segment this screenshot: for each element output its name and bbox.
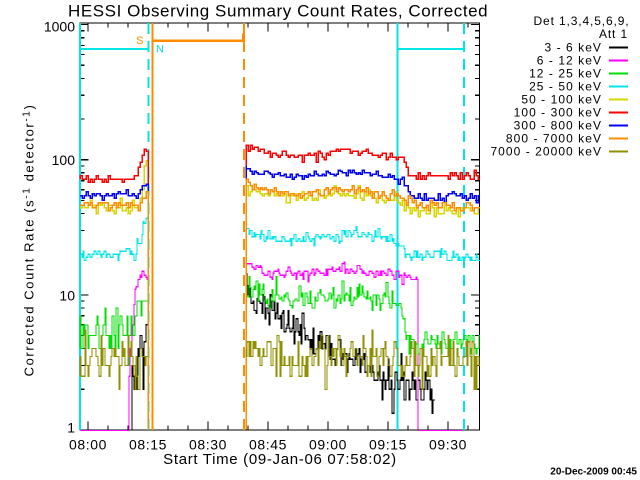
svg-text:20-Dec-2009 00:45: 20-Dec-2009 00:45 (550, 467, 637, 478)
svg-text:12 - 25 keV: 12 - 25 keV (529, 67, 602, 81)
svg-text:09:15: 09:15 (369, 437, 407, 453)
svg-text:08:00: 08:00 (69, 437, 107, 453)
svg-text:08:15: 08:15 (129, 437, 167, 453)
svg-text:Corrected Count Rate (s-1 dete: Corrected Count Rate (s-1 detector-1) (22, 104, 37, 377)
svg-text:25 - 50 keV: 25 - 50 keV (529, 80, 602, 94)
svg-text:100 - 300 keV: 100 - 300 keV (514, 106, 602, 120)
svg-text:S: S (136, 35, 143, 47)
svg-text:800 - 7000 keV: 800 - 7000 keV (506, 132, 602, 146)
svg-text:3 - 6 keV: 3 - 6 keV (545, 41, 602, 55)
svg-text:7000 - 20000 keV: 7000 - 20000 keV (490, 145, 602, 159)
svg-text:10: 10 (59, 287, 75, 303)
svg-text:1000: 1000 (44, 19, 75, 35)
svg-text:HESSI Observing Summary Count: HESSI Observing Summary Count Rates, Cor… (68, 1, 488, 20)
svg-text:Det 1,3,4,5,6,9,: Det 1,3,4,5,6,9, (534, 14, 630, 28)
svg-text:50 - 100 keV: 50 - 100 keV (521, 93, 602, 107)
svg-text:6 - 12 keV: 6 - 12 keV (537, 54, 602, 68)
svg-text:Att 1: Att 1 (599, 27, 628, 41)
svg-text:08:45: 08:45 (249, 437, 287, 453)
svg-text:300 - 800 keV: 300 - 800 keV (514, 119, 602, 133)
svg-text:100: 100 (52, 152, 76, 168)
svg-text:09:00: 09:00 (309, 437, 347, 453)
svg-text:1: 1 (67, 420, 75, 436)
svg-text:08:30: 08:30 (189, 437, 227, 453)
svg-text:N: N (156, 44, 164, 56)
svg-text:Start Time (09-Jan-06 07:58:02: Start Time (09-Jan-06 07:58:02) (163, 451, 397, 468)
svg-text:09:30: 09:30 (429, 437, 467, 453)
